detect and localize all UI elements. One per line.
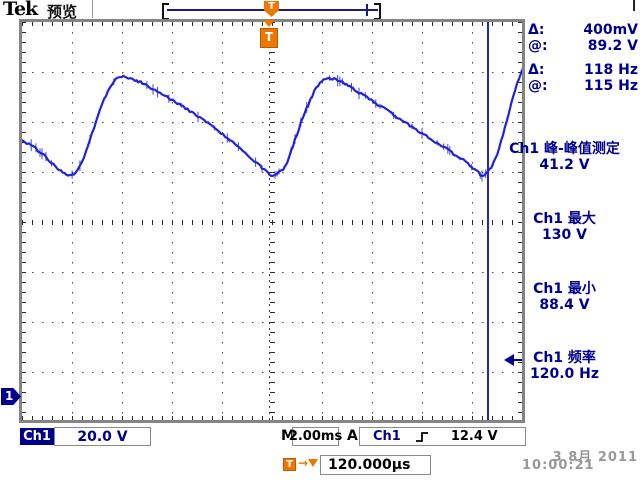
trigger-readout[interactable]: Ch1 12.4 V	[359, 427, 526, 446]
channel1-waveform-trace	[22, 67, 522, 182]
rising-edge-icon	[415, 430, 429, 444]
measurement-min: Ch1 最小 88.4 V	[490, 281, 639, 313]
cursor-delta-label: Δ:	[528, 22, 545, 38]
timebase-m-label: M	[281, 428, 295, 444]
cursor-at-value: 89.2 V	[587, 38, 638, 54]
cursor-readout-at-f: @: 115 Hz	[528, 78, 638, 94]
screen-corner-mark	[633, 0, 635, 11]
vertical-cursor-line[interactable]	[487, 22, 489, 420]
tek-logo: Tek	[3, 0, 38, 20]
cursor-delta-value: 118 Hz	[584, 62, 638, 78]
measurement-value: 88.4 V	[539, 297, 590, 313]
measurement-title: Ch1 最大	[533, 211, 596, 227]
record-trigger-position-icon[interactable]: T	[264, 1, 279, 17]
cursor-delta-value: 400mV	[583, 22, 638, 38]
channel1-scale-readout[interactable]: 20.0 V	[54, 427, 151, 446]
horizontal-delay-readout[interactable]: 120.000µs	[320, 455, 431, 475]
channel1-ground-marker-icon[interactable]: 1	[1, 388, 21, 405]
measurement-title: Ch1 峰-峰值测定	[509, 141, 620, 157]
cursor-readout-delta-v: Δ: 400mV	[528, 22, 638, 38]
timebase-value: 2.00ms	[288, 429, 343, 444]
measurement-peak-to-peak: Ch1 峰-峰值测定 41.2 V	[490, 141, 639, 173]
record-cursor-tick	[366, 4, 368, 16]
horizontal-delay-value: 120.000µs	[328, 457, 411, 473]
trigger-source: Ch1	[373, 429, 401, 444]
record-view-right-bracket	[374, 3, 381, 20]
channel1-badge[interactable]: Ch1	[20, 428, 54, 445]
measurement-title: Ch1 最小	[533, 281, 596, 297]
acquisition-mode-label: 预览	[47, 3, 78, 21]
timebase-readout[interactable]: 2.00ms	[288, 427, 343, 446]
trigger-a-label: A	[347, 428, 358, 444]
cursor-readout-delta-f: Δ: 118 Hz	[528, 62, 638, 78]
horizontal-arrow-icon: →	[298, 456, 309, 470]
measurement-value: 120.0 Hz	[529, 366, 600, 382]
cursor-readout-at-v: @: 89.2 V	[528, 38, 638, 54]
horizontal-t-badge-icon: T	[283, 458, 296, 471]
measurement-title: Ch1 频率	[533, 350, 596, 366]
date-readout: 3 8月 2011	[552, 450, 638, 465]
cursor-at-value: 115 Hz	[584, 78, 638, 94]
cursor-at-label: @:	[528, 78, 548, 94]
header-separator	[92, 0, 93, 18]
trigger-level-arrow-tail	[514, 359, 522, 361]
measurement-value: 130 V	[542, 227, 587, 243]
trigger-position-line	[269, 22, 270, 420]
horizontal-position-triangle-icon	[308, 459, 318, 467]
time-readout: 10:00:21	[522, 458, 595, 473]
cursor-delta-label: Δ:	[528, 62, 545, 78]
measurement-value: 41.2 V	[539, 157, 590, 173]
record-view-left-bracket	[162, 3, 169, 20]
graticule: T	[19, 19, 525, 423]
trigger-position-arrow-icon[interactable]	[263, 20, 275, 27]
trigger-level-arrow-icon[interactable]	[504, 354, 514, 366]
trigger-position-t-icon[interactable]: T	[260, 28, 278, 48]
measurement-frequency: Ch1 频率 120.0 Hz	[490, 350, 639, 382]
channel1-scale-value: 20.0 V	[77, 428, 128, 445]
cursor-at-label: @:	[528, 38, 548, 54]
plot-area: T	[22, 20, 522, 420]
trigger-level-value: 12.4 V	[450, 429, 498, 444]
center-horizontal-axis	[22, 220, 522, 225]
measurement-max: Ch1 最大 130 V	[490, 211, 639, 243]
